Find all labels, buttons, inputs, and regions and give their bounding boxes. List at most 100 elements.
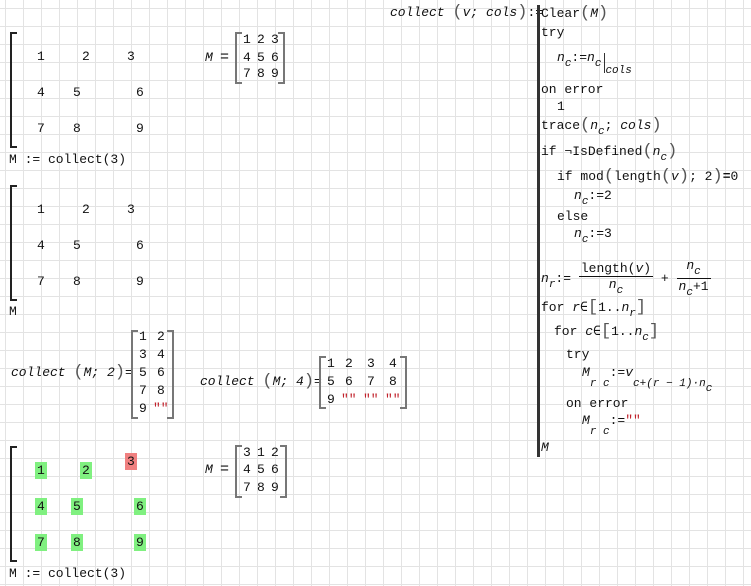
collect-2-expression[interactable]: collect (M; 2)=: [11, 363, 133, 382]
cell: 7: [243, 66, 251, 81]
matrix-bracket-right: [278, 32, 285, 84]
function-name: collect: [200, 374, 255, 389]
cell: 9: [136, 274, 144, 289]
line-try-inner[interactable]: try: [566, 347, 590, 362]
cell: 6: [136, 238, 144, 253]
cell: 7: [37, 121, 45, 136]
line-nr-assign[interactable]: nr:= length(v) nc + nc nc+1: [541, 258, 711, 299]
cell-highlighted: 5: [71, 498, 83, 515]
matrix-bracket-left: [235, 445, 242, 498]
cell: 3: [243, 445, 251, 460]
line-for-r[interactable]: for r∈[1..nr]: [541, 298, 647, 320]
cell: 8: [73, 121, 81, 136]
cell: 7: [367, 374, 375, 389]
line-try[interactable]: try: [541, 25, 565, 40]
collect-4-expression[interactable]: collect (M; 4)=: [200, 372, 322, 391]
matrix-bracket-left: [10, 32, 17, 148]
cell: 4: [243, 50, 251, 65]
cell: 7: [37, 274, 45, 289]
cell: 5: [139, 365, 147, 380]
cell-empty-string: "": [341, 392, 357, 407]
cell: 5: [73, 238, 81, 253]
cell: 7: [139, 383, 147, 398]
cell: 8: [257, 480, 265, 495]
line-if-not-defined[interactable]: if ¬IsDefined(nc): [541, 142, 678, 164]
cell: 2: [345, 356, 353, 371]
cell: 1: [327, 356, 335, 371]
cell: 5: [73, 85, 81, 100]
line-m-assign-v[interactable]: Mr c:=vc+(r − 1)·nc: [582, 365, 713, 395]
cell: 6: [136, 85, 144, 100]
eval-label: M: [205, 50, 213, 65]
cell: 2: [82, 202, 90, 217]
cell: 4: [243, 462, 251, 477]
equals-sign: =: [220, 461, 230, 478]
cell-empty-string: "": [385, 392, 401, 407]
matrix-bracket-right: [280, 445, 287, 498]
line-nc-2[interactable]: nc:=2: [574, 188, 612, 208]
cell-empty-string: "": [363, 392, 379, 407]
cell: 9: [327, 392, 335, 407]
assign-expression[interactable]: M := collect(3): [9, 566, 127, 581]
eval-label: M: [205, 462, 213, 477]
cell: 8: [389, 374, 397, 389]
cell: 4: [37, 85, 45, 100]
cell-error-highlighted: 3: [125, 453, 137, 470]
program-block-bar: [537, 5, 540, 457]
function-definition-header[interactable]: collect (v; cols):=: [390, 3, 544, 22]
args: M; 2: [83, 365, 115, 380]
cell: 3: [367, 356, 375, 371]
cell: 4: [157, 347, 165, 362]
line-else[interactable]: else: [557, 209, 589, 224]
cell-highlighted: 1: [35, 462, 47, 479]
cell-highlighted: 4: [35, 498, 47, 515]
cell: 9: [139, 401, 147, 416]
cell: 1: [243, 32, 251, 47]
equals-sign: =: [314, 374, 322, 389]
cell-highlighted: 7: [35, 534, 47, 551]
cell: 9: [271, 66, 279, 81]
line-on-error[interactable]: on error: [541, 82, 604, 97]
line-one[interactable]: 1: [557, 99, 565, 114]
cell: 7: [243, 480, 251, 495]
result-label[interactable]: M: [9, 304, 17, 319]
line-on-error-inner[interactable]: on error: [566, 396, 629, 411]
params: v; cols: [462, 5, 518, 20]
cell: 8: [157, 383, 165, 398]
cell: 9: [271, 480, 279, 495]
line-for-c[interactable]: for c∈[1..nc]: [554, 322, 660, 344]
line-clear[interactable]: Clear(M): [541, 4, 609, 23]
cell: 1: [139, 329, 147, 344]
cell: 8: [73, 274, 81, 289]
cell-highlighted: 6: [134, 498, 146, 515]
cell: 1: [257, 445, 265, 460]
cell-highlighted: 8: [71, 534, 83, 551]
cell: 4: [389, 356, 397, 371]
cell: 2: [257, 32, 265, 47]
line-return-m[interactable]: M: [541, 440, 549, 455]
cell: 8: [257, 66, 265, 81]
cell: 1: [37, 49, 45, 64]
line-m-assign-empty[interactable]: Mr c:="": [582, 413, 641, 438]
cell: 3: [127, 49, 135, 64]
matrix-bracket-left: [131, 330, 138, 419]
cell: 6: [345, 374, 353, 389]
matrix-bracket-right: [167, 330, 174, 419]
matrix-bracket-left: [10, 185, 17, 301]
args: M; 4: [272, 374, 304, 389]
line-nc-3[interactable]: nc:=3: [574, 226, 612, 246]
function-name: collect: [390, 5, 445, 20]
equals-sign: =: [220, 49, 230, 66]
cell: 2: [157, 329, 165, 344]
line-nc-assign[interactable]: nc:=nccols: [557, 50, 632, 77]
line-if-mod[interactable]: if mod(length(v); 2)=0: [557, 167, 739, 186]
cell: 5: [257, 462, 265, 477]
cell: 5: [257, 50, 265, 65]
cell: 2: [82, 49, 90, 64]
cell: 9: [136, 121, 144, 136]
cell: 6: [271, 462, 279, 477]
line-trace[interactable]: trace(nc; cols): [541, 116, 662, 138]
cell-highlighted: 9: [134, 534, 146, 551]
assign-expression[interactable]: M := collect(3): [9, 152, 127, 167]
matrix-bracket-left: [10, 446, 17, 562]
